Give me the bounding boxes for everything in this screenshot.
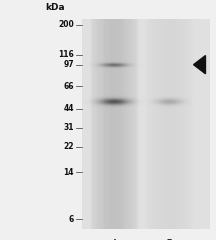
Text: 200: 200 bbox=[58, 20, 74, 29]
Text: 97: 97 bbox=[63, 60, 74, 69]
Text: B: B bbox=[165, 239, 172, 240]
Text: 22: 22 bbox=[63, 143, 74, 151]
Bar bbox=[82, 19, 210, 229]
Text: 44: 44 bbox=[63, 104, 74, 113]
Text: 31: 31 bbox=[63, 123, 74, 132]
Text: 116: 116 bbox=[58, 50, 74, 59]
Text: kDa: kDa bbox=[45, 3, 65, 12]
Polygon shape bbox=[194, 55, 205, 74]
Text: 66: 66 bbox=[63, 82, 74, 90]
Text: 6: 6 bbox=[69, 215, 74, 224]
Text: 14: 14 bbox=[63, 168, 74, 177]
Text: A: A bbox=[111, 239, 117, 240]
